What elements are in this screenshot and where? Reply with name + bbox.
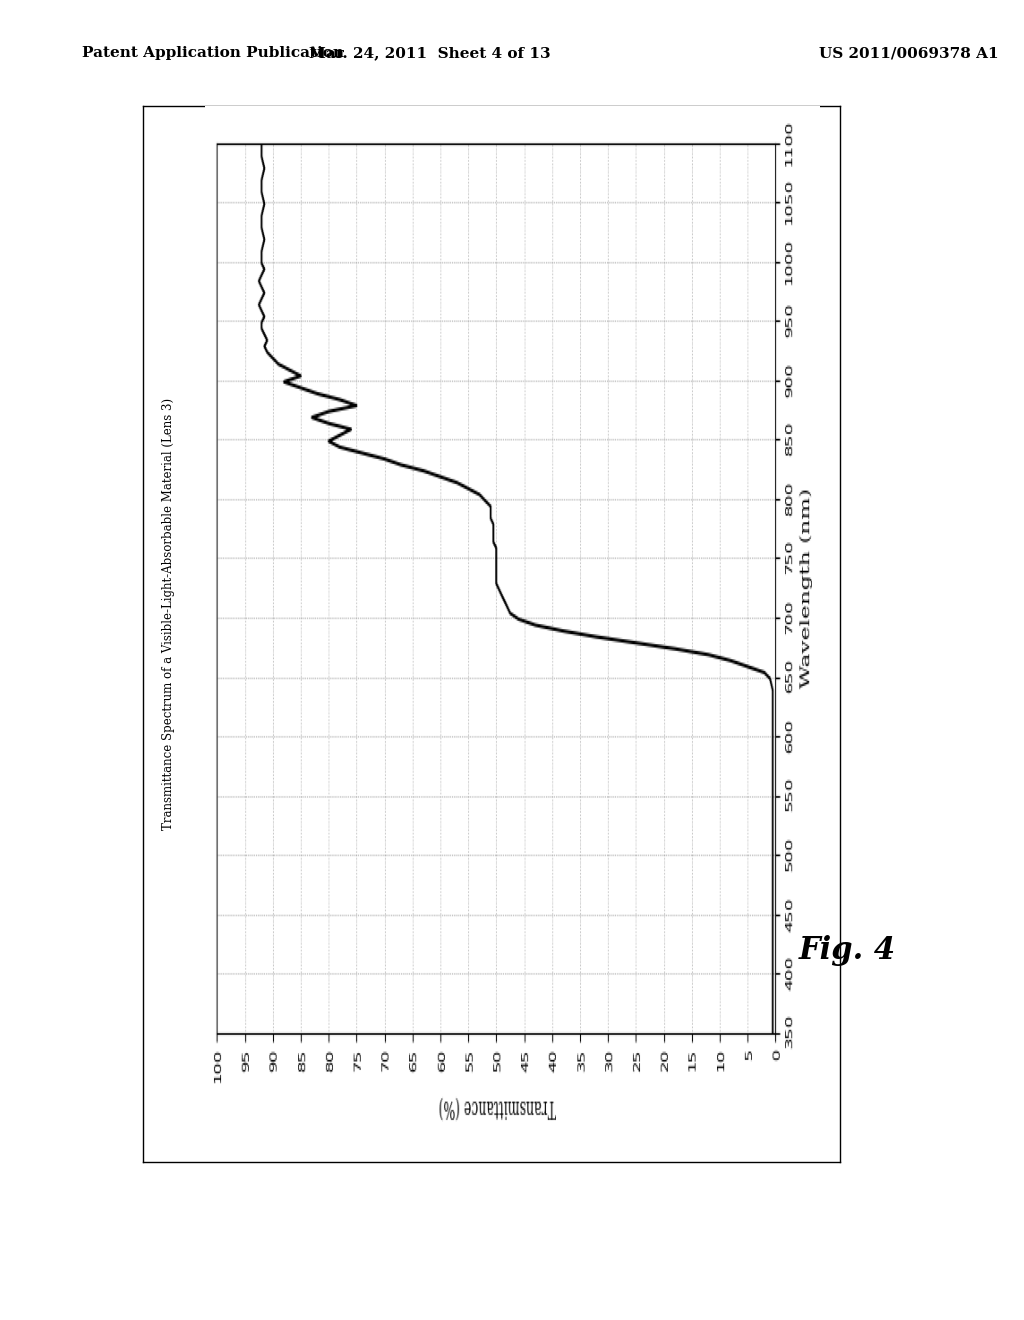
Text: Mar. 24, 2011  Sheet 4 of 13: Mar. 24, 2011 Sheet 4 of 13 (309, 46, 551, 61)
Text: US 2011/0069378 A1: US 2011/0069378 A1 (819, 46, 998, 61)
Text: Patent Application Publication: Patent Application Publication (82, 46, 344, 61)
Text: Transmittance Spectrum of a Visible-Light-Absorbable Material (Lens 3): Transmittance Spectrum of a Visible-Ligh… (163, 397, 175, 830)
Text: Fig. 4: Fig. 4 (799, 935, 896, 966)
